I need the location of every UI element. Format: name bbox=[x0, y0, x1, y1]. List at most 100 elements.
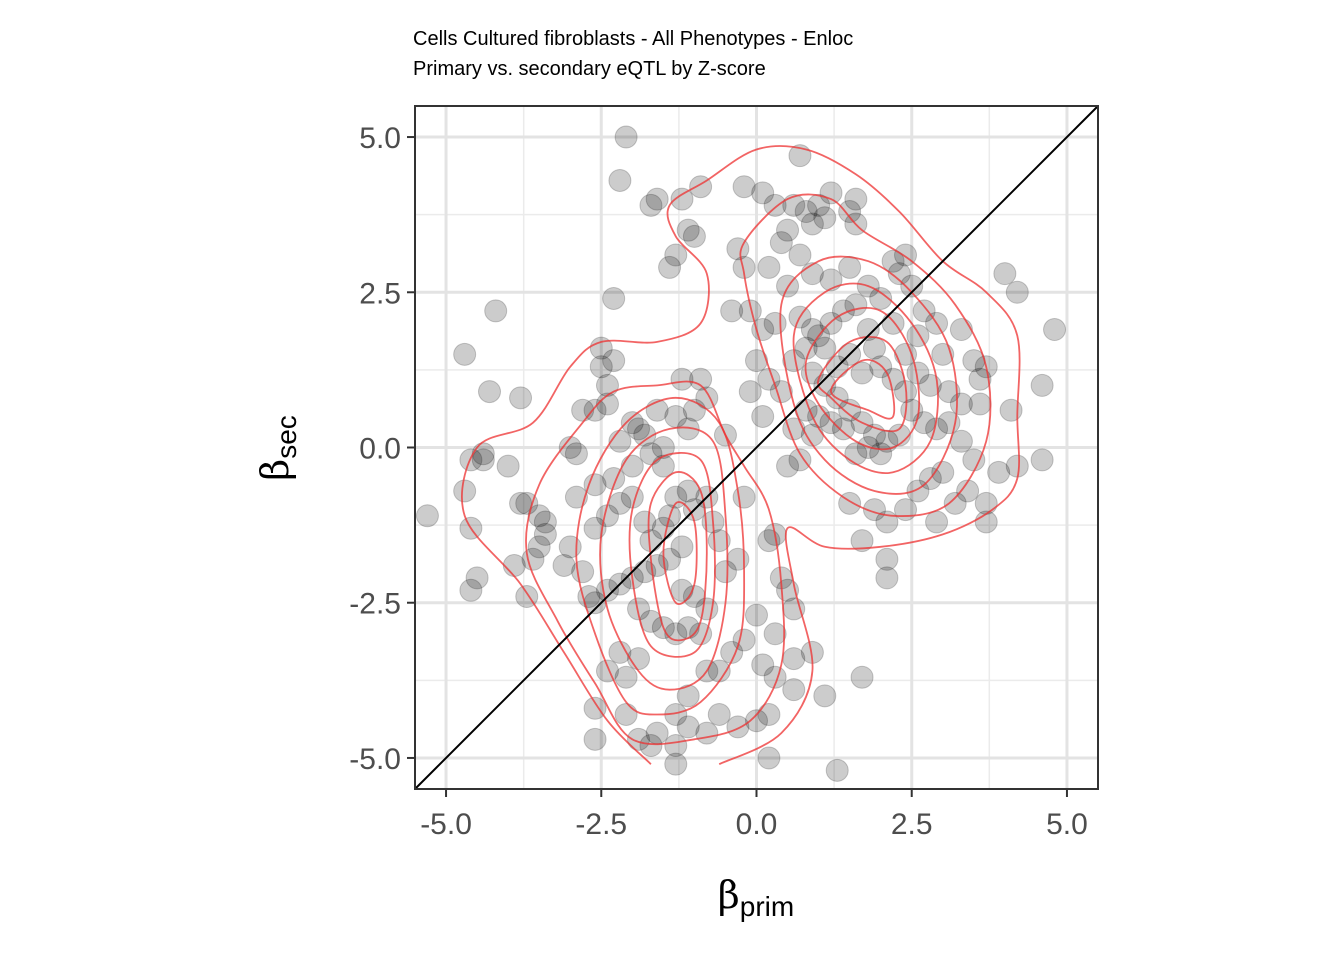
density-contour bbox=[830, 358, 896, 420]
y-tick-label: -5.0 bbox=[349, 743, 401, 776]
data-point bbox=[782, 678, 806, 702]
data-point bbox=[670, 367, 694, 391]
x-tick-label: 5.0 bbox=[1046, 808, 1088, 841]
data-point bbox=[527, 535, 551, 559]
data-point bbox=[533, 510, 557, 534]
data-point bbox=[807, 193, 831, 217]
data-point bbox=[496, 454, 520, 478]
data-point bbox=[887, 423, 911, 447]
data-point bbox=[633, 560, 657, 584]
data-point bbox=[478, 380, 502, 404]
data-point bbox=[509, 386, 533, 410]
data-point bbox=[831, 417, 855, 441]
data-point bbox=[894, 498, 918, 522]
data-point bbox=[583, 398, 607, 422]
data-point bbox=[602, 349, 626, 373]
data-point bbox=[819, 411, 843, 435]
data-point bbox=[639, 193, 663, 217]
data-point bbox=[987, 460, 1011, 484]
data-point bbox=[850, 665, 874, 689]
data-point bbox=[415, 504, 439, 528]
density-contour bbox=[461, 145, 1021, 766]
data-point bbox=[689, 367, 713, 391]
data-point bbox=[583, 473, 607, 497]
data-point bbox=[552, 553, 576, 577]
data-point bbox=[583, 696, 607, 720]
data-point bbox=[571, 398, 595, 422]
data-point bbox=[726, 715, 750, 739]
data-point bbox=[732, 175, 756, 199]
data-point bbox=[1030, 448, 1054, 472]
data-point bbox=[788, 448, 812, 472]
data-point bbox=[769, 231, 793, 255]
data-point bbox=[676, 479, 700, 503]
data-point bbox=[850, 361, 874, 385]
data-point bbox=[875, 547, 899, 571]
data-point bbox=[645, 187, 669, 211]
density-contour bbox=[779, 255, 958, 495]
data-point bbox=[906, 324, 930, 348]
data-point bbox=[838, 255, 862, 279]
data-point bbox=[620, 485, 644, 509]
data-point bbox=[1005, 280, 1029, 304]
data-point bbox=[999, 398, 1023, 422]
data-point bbox=[608, 429, 632, 453]
data-point bbox=[453, 342, 477, 366]
x-axis-title-subscript: prim bbox=[740, 891, 794, 922]
x-axis-title: βprim bbox=[718, 873, 794, 922]
data-point bbox=[993, 262, 1017, 286]
data-point bbox=[925, 510, 949, 534]
data-point bbox=[776, 454, 800, 478]
y-tick-label: 5.0 bbox=[359, 122, 401, 155]
data-point bbox=[564, 442, 588, 466]
data-point bbox=[894, 342, 918, 366]
y-axis: -5.0 -2.5 0.0 2.5 5.0 bbox=[349, 122, 415, 776]
data-point bbox=[949, 429, 973, 453]
x-tick-label: -5.0 bbox=[420, 808, 472, 841]
density-contour bbox=[804, 307, 921, 451]
data-point bbox=[794, 200, 818, 224]
y-axis-title-symbol: β bbox=[253, 459, 297, 481]
data-point bbox=[627, 597, 651, 621]
data-point bbox=[800, 423, 824, 447]
data-point bbox=[608, 169, 632, 193]
data-point bbox=[471, 448, 495, 472]
data-point bbox=[620, 411, 644, 435]
data-point bbox=[788, 243, 812, 267]
data-point bbox=[720, 299, 744, 323]
density-contour bbox=[575, 396, 746, 716]
data-point bbox=[670, 535, 694, 559]
x-axis: -5.0 -2.5 0.0 2.5 5.0 bbox=[420, 789, 1088, 841]
data-point bbox=[676, 715, 700, 739]
data-point bbox=[745, 709, 768, 733]
data-point bbox=[900, 274, 924, 298]
data-point bbox=[763, 622, 787, 646]
data-point bbox=[813, 684, 837, 708]
density-contours bbox=[461, 145, 1021, 766]
data-point bbox=[664, 243, 688, 267]
data-point bbox=[738, 380, 762, 404]
data-point bbox=[776, 218, 800, 242]
density-contour bbox=[647, 471, 708, 642]
data-point bbox=[453, 479, 477, 503]
y-tick-label: -2.5 bbox=[349, 588, 401, 621]
data-point bbox=[726, 547, 750, 571]
data-point bbox=[627, 727, 651, 751]
y-axis-title-subscript: sec bbox=[271, 415, 302, 459]
data-point bbox=[676, 218, 700, 242]
data-point bbox=[1043, 318, 1067, 342]
data-point bbox=[589, 355, 613, 379]
data-point bbox=[620, 454, 644, 478]
density-contour bbox=[628, 452, 716, 658]
y-tick-label: 2.5 bbox=[359, 277, 401, 310]
data-point bbox=[583, 727, 607, 751]
data-point bbox=[869, 286, 893, 310]
data-point bbox=[614, 125, 638, 149]
data-point bbox=[564, 485, 588, 509]
data-point bbox=[757, 746, 781, 770]
data-point bbox=[502, 553, 526, 577]
data-point bbox=[757, 255, 781, 279]
data-point bbox=[763, 665, 787, 689]
data-point bbox=[875, 566, 899, 590]
